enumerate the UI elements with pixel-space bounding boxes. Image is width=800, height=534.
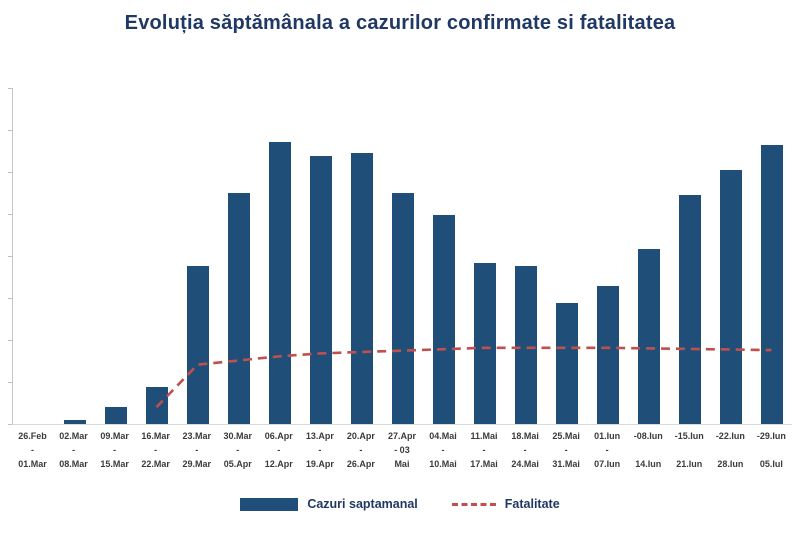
x-axis-label: 16.Mar -22.Mar bbox=[141, 431, 170, 469]
x-axis-label: 18.Mai -24.Mai bbox=[511, 431, 539, 469]
bar-column bbox=[505, 88, 546, 424]
bar bbox=[637, 249, 660, 424]
y-axis-tick bbox=[8, 130, 12, 131]
bars-group bbox=[13, 88, 792, 424]
x-axis-label: 01.Iun -07.Iun bbox=[594, 431, 621, 469]
bar bbox=[678, 195, 701, 424]
bar bbox=[63, 419, 86, 424]
x-axis-label: 20.Apr -26.Apr bbox=[346, 431, 375, 469]
y-axis-tick bbox=[8, 88, 12, 89]
x-axis-label: 06.Apr -12.Apr bbox=[264, 431, 293, 469]
bar bbox=[145, 387, 168, 424]
bar-column bbox=[54, 88, 95, 424]
bar bbox=[432, 215, 455, 424]
bar bbox=[268, 141, 291, 424]
bar bbox=[104, 407, 127, 424]
x-axis-label: -08.Iun 14.Iun bbox=[633, 431, 663, 469]
bar-column bbox=[464, 88, 505, 424]
x-axis-label: 02.Mar -08.Mar bbox=[59, 431, 88, 469]
y-axis-tick bbox=[8, 172, 12, 173]
x-axis-label: 26.Feb -01.Mar bbox=[18, 431, 47, 469]
bar-column bbox=[177, 88, 218, 424]
x-axis-label: 30.Mar -05.Apr bbox=[223, 431, 253, 469]
bar-column bbox=[218, 88, 259, 424]
bar bbox=[760, 144, 783, 424]
bar-column bbox=[341, 88, 382, 424]
bar-column bbox=[710, 88, 751, 424]
bar-column bbox=[423, 88, 464, 424]
legend-line-label: Fatalitate bbox=[504, 497, 560, 511]
x-axis-label: -22.Iun 28.Iun bbox=[715, 431, 745, 469]
y-axis-tick bbox=[8, 298, 12, 299]
bar bbox=[473, 263, 496, 424]
x-axis-label: 23.Mar -29.Mar bbox=[182, 431, 211, 469]
x-axis-label: 25.Mai -31.Mai bbox=[552, 431, 580, 469]
x-axis-labels: 26.Feb -01.Mar 02.Mar -08.Mar 09.Mar -15.Mar 1… bbox=[12, 429, 792, 471]
y-axis-tick bbox=[8, 340, 12, 341]
y-axis-tick bbox=[8, 382, 12, 383]
bar-column bbox=[382, 88, 423, 424]
bar-column bbox=[136, 88, 177, 424]
y-axis-tick bbox=[8, 214, 12, 215]
bar-column bbox=[587, 88, 628, 424]
y-axis-tick bbox=[8, 424, 12, 425]
legend-bar-label: Cazuri saptamanal bbox=[307, 497, 418, 511]
x-axis-label: 13.Apr -19.Apr bbox=[305, 431, 334, 469]
plot-area bbox=[8, 88, 792, 425]
x-axis-label: -15.Iun 21.Iun bbox=[674, 431, 704, 469]
x-axis-label: 04.Mai -10.Mai bbox=[429, 431, 457, 469]
bar-column bbox=[628, 88, 669, 424]
bar bbox=[186, 265, 209, 424]
bar-column bbox=[13, 88, 54, 424]
bar-column bbox=[300, 88, 341, 424]
bar-column bbox=[751, 88, 792, 424]
bar-column bbox=[259, 88, 300, 424]
bar-column bbox=[546, 88, 587, 424]
y-axis-tick bbox=[8, 256, 12, 257]
bar bbox=[227, 192, 250, 424]
x-axis-label: -29.Iun 05.Iul bbox=[756, 431, 786, 469]
bar bbox=[596, 285, 619, 424]
bar bbox=[309, 155, 332, 424]
x-axis-label: 27.Apr - 03 Mai bbox=[387, 431, 416, 469]
bar bbox=[391, 192, 414, 424]
bar-column bbox=[669, 88, 710, 424]
bar bbox=[514, 265, 537, 424]
legend: Cazuri saptamanal Fatalitate bbox=[0, 497, 800, 511]
bar bbox=[350, 153, 373, 424]
chart-title: Evoluția săptămânala a cazurilor confirm… bbox=[124, 12, 676, 34]
bar bbox=[555, 302, 578, 424]
x-axis-label: 09.Mar -15.Mar bbox=[100, 431, 129, 469]
bar-column bbox=[95, 88, 136, 424]
x-axis-label: 11.Mai -17.Mai bbox=[470, 431, 498, 469]
bar bbox=[719, 169, 742, 424]
legend-bar-swatch bbox=[240, 497, 299, 511]
legend-dashed-line-swatch bbox=[451, 502, 496, 506]
